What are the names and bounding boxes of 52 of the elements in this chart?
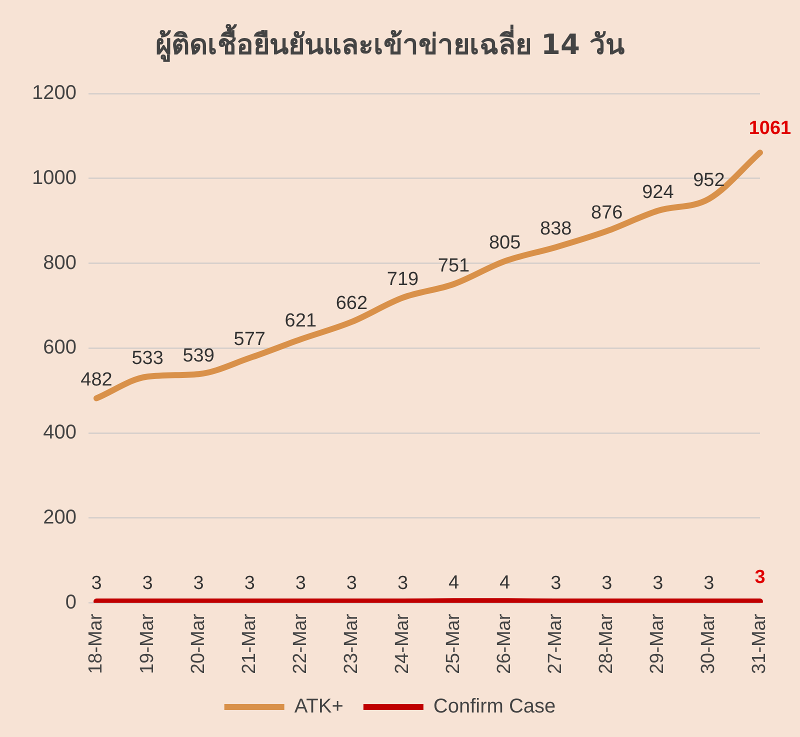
y-tick-label: 200 (43, 506, 76, 528)
data-label: 482 (80, 370, 112, 391)
y-tick-label: 1000 (32, 166, 76, 189)
y-tick-label: 0 (65, 591, 76, 614)
y-tick-label: 1200 (32, 82, 76, 104)
data-label: 952 (693, 170, 725, 192)
x-tick-label: 31-Mar (749, 613, 770, 674)
y-tick-label: 400 (43, 422, 76, 444)
x-tick-label: 18-Mar (86, 613, 107, 674)
data-label: 4 (448, 572, 460, 594)
data-label: 805 (488, 232, 521, 254)
data-label: 838 (540, 218, 572, 240)
data-label: 533 (132, 348, 164, 369)
data-label: 3 (550, 572, 562, 594)
x-tick-label: 25-Mar (443, 613, 464, 674)
data-label: 1061 (748, 118, 792, 139)
y-tick-label: 600 (43, 336, 76, 359)
x-tick-label: 22-Mar (290, 613, 311, 674)
data-label: 3 (193, 572, 204, 594)
data-label: 3 (295, 572, 306, 594)
data-label: 3 (652, 572, 664, 594)
data-label: 4 (500, 572, 511, 594)
chart-title: ผู้ติดเชื้อยืนยันและเข้าข่ายเฉลี่ย 14 วัน (155, 23, 625, 62)
legend-label: Confirm Case (433, 696, 556, 718)
data-label: 621 (284, 310, 316, 332)
x-tick-label: 19-Mar (136, 613, 158, 674)
legend-label: ATK+ (294, 696, 344, 718)
x-tick-label: 24-Mar (392, 613, 413, 674)
data-label: 924 (642, 182, 674, 203)
x-tick-label: 27-Mar (545, 613, 566, 674)
x-tick-label: 21-Mar (238, 613, 260, 674)
data-label: 3 (91, 572, 102, 594)
data-label: 876 (591, 202, 623, 224)
data-label: 751 (438, 255, 470, 276)
y-tick-label: 800 (43, 252, 76, 274)
x-tick-label: 26-Mar (494, 613, 516, 674)
data-label: 719 (386, 268, 419, 290)
data-label: 3 (704, 572, 714, 594)
data-label: 539 (182, 345, 214, 366)
x-tick-label: 30-Mar (698, 613, 720, 674)
x-tick-label: 23-Mar (340, 613, 362, 674)
data-label: 577 (234, 329, 266, 350)
data-label: 3 (602, 572, 612, 594)
data-label: 662 (336, 293, 368, 314)
data-label: 3 (244, 572, 255, 594)
data-label: 3 (142, 572, 153, 594)
data-label: 3 (754, 566, 766, 588)
x-tick-label: 28-Mar (596, 613, 618, 674)
x-tick-label: 29-Mar (647, 613, 668, 674)
x-tick-label: 20-Mar (188, 613, 209, 674)
data-label: 3 (397, 572, 408, 594)
data-label: 3 (346, 572, 357, 594)
